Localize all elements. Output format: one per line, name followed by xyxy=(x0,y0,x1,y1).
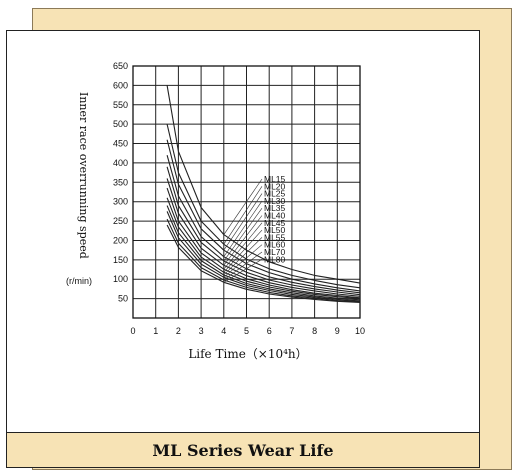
series-line-ml20 xyxy=(166,124,361,289)
y-axis-label: Inner race overrunning speed xyxy=(77,92,90,259)
legend-label-ml40: ML40 xyxy=(264,211,286,221)
x-tick-label: 4 xyxy=(221,326,226,336)
grid xyxy=(132,65,361,319)
legend-label-ml35: ML35 xyxy=(264,203,286,213)
legend-leader-ml50 xyxy=(223,229,263,273)
series-line-ml80 xyxy=(166,224,361,304)
x-axis-label: Life Time（×10⁴h） xyxy=(188,347,307,361)
legend-label-ml45: ML45 xyxy=(264,218,286,228)
chart-panel xyxy=(6,30,480,458)
x-tick-label: 9 xyxy=(335,326,340,336)
x-tick-label: 7 xyxy=(289,326,294,336)
y-tick-label: 250 xyxy=(113,216,128,226)
series-line-ml70 xyxy=(166,218,361,303)
caption-bar: ML Series Wear Life xyxy=(6,432,480,468)
series-line-ml35 xyxy=(166,166,361,296)
series-curves xyxy=(166,85,361,304)
legend-leader-ml55 xyxy=(223,237,263,276)
x-tick-label: 5 xyxy=(244,326,249,336)
y-tick-label: 300 xyxy=(113,197,128,207)
y-tick-label: 650 xyxy=(113,61,128,71)
x-tick-label: 10 xyxy=(355,326,365,336)
legend-leader-ml70 xyxy=(223,251,263,281)
series-line-ml15 xyxy=(166,85,361,284)
legend-leader-ml60 xyxy=(223,244,263,278)
x-tick-label: 0 xyxy=(130,326,135,336)
x-tick-label: 8 xyxy=(312,326,317,336)
axes: 0 1 2 3 4 5 6 7 8 9 10 650 600 550 500 450 400 350 300 250 2… xyxy=(113,61,365,336)
y-tick-label: 400 xyxy=(113,158,128,168)
y-tick-label: 200 xyxy=(113,235,128,245)
legend-label-ml25: ML25 xyxy=(264,189,286,199)
legend-leader-ml35 xyxy=(223,208,263,262)
series-line-ml40 xyxy=(166,178,361,297)
legend-leader-ml80 xyxy=(223,259,263,283)
y-tick-label: 500 xyxy=(113,119,128,129)
legend-leader-ml30 xyxy=(223,200,263,257)
y-tick-label: 150 xyxy=(113,255,128,265)
legend-leader-ml15 xyxy=(223,178,263,235)
x-tick-label: 2 xyxy=(176,326,181,336)
series-line-ml55 xyxy=(166,205,361,301)
legend: ML15ML20ML25ML30ML35ML40ML45ML50ML55ML60… xyxy=(223,174,286,283)
x-tick-label: 1 xyxy=(153,326,158,336)
y-tick-label: 450 xyxy=(113,139,128,149)
legend-leader-ml45 xyxy=(223,222,263,270)
legend-leader-ml20 xyxy=(223,186,263,245)
series-line-ml60 xyxy=(166,211,361,302)
plot-border xyxy=(132,65,361,319)
legend-label-ml30: ML30 xyxy=(264,196,286,206)
legend-label-ml50: ML50 xyxy=(264,225,286,235)
y-tick-label: 100 xyxy=(113,274,128,284)
legend-label-ml55: ML55 xyxy=(264,232,286,242)
y-tick-label: 600 xyxy=(113,80,128,90)
legend-label-ml15: ML15 xyxy=(264,174,286,184)
x-tick-label: 3 xyxy=(199,326,204,336)
series-line-ml30 xyxy=(166,155,361,294)
y-tick-label: 550 xyxy=(113,100,128,110)
legend-label-ml20: ML20 xyxy=(264,181,286,191)
series-line-ml25 xyxy=(166,139,361,292)
x-tick-label: 6 xyxy=(267,326,272,336)
legend-label-ml60: ML60 xyxy=(264,240,286,250)
series-line-ml50 xyxy=(166,197,361,300)
legend-label-ml70: ML70 xyxy=(264,247,286,257)
legend-leader-ml25 xyxy=(223,193,263,251)
y-tick-label: 350 xyxy=(113,177,128,187)
legend-label-ml80: ML80 xyxy=(264,254,286,264)
series-line-ml45 xyxy=(166,187,361,299)
chart-caption: ML Series Wear Life xyxy=(152,440,334,460)
legend-leader-ml40 xyxy=(223,215,263,266)
y-axis-unit: (r/min) xyxy=(66,276,92,286)
y-tick-label: 50 xyxy=(118,294,128,304)
